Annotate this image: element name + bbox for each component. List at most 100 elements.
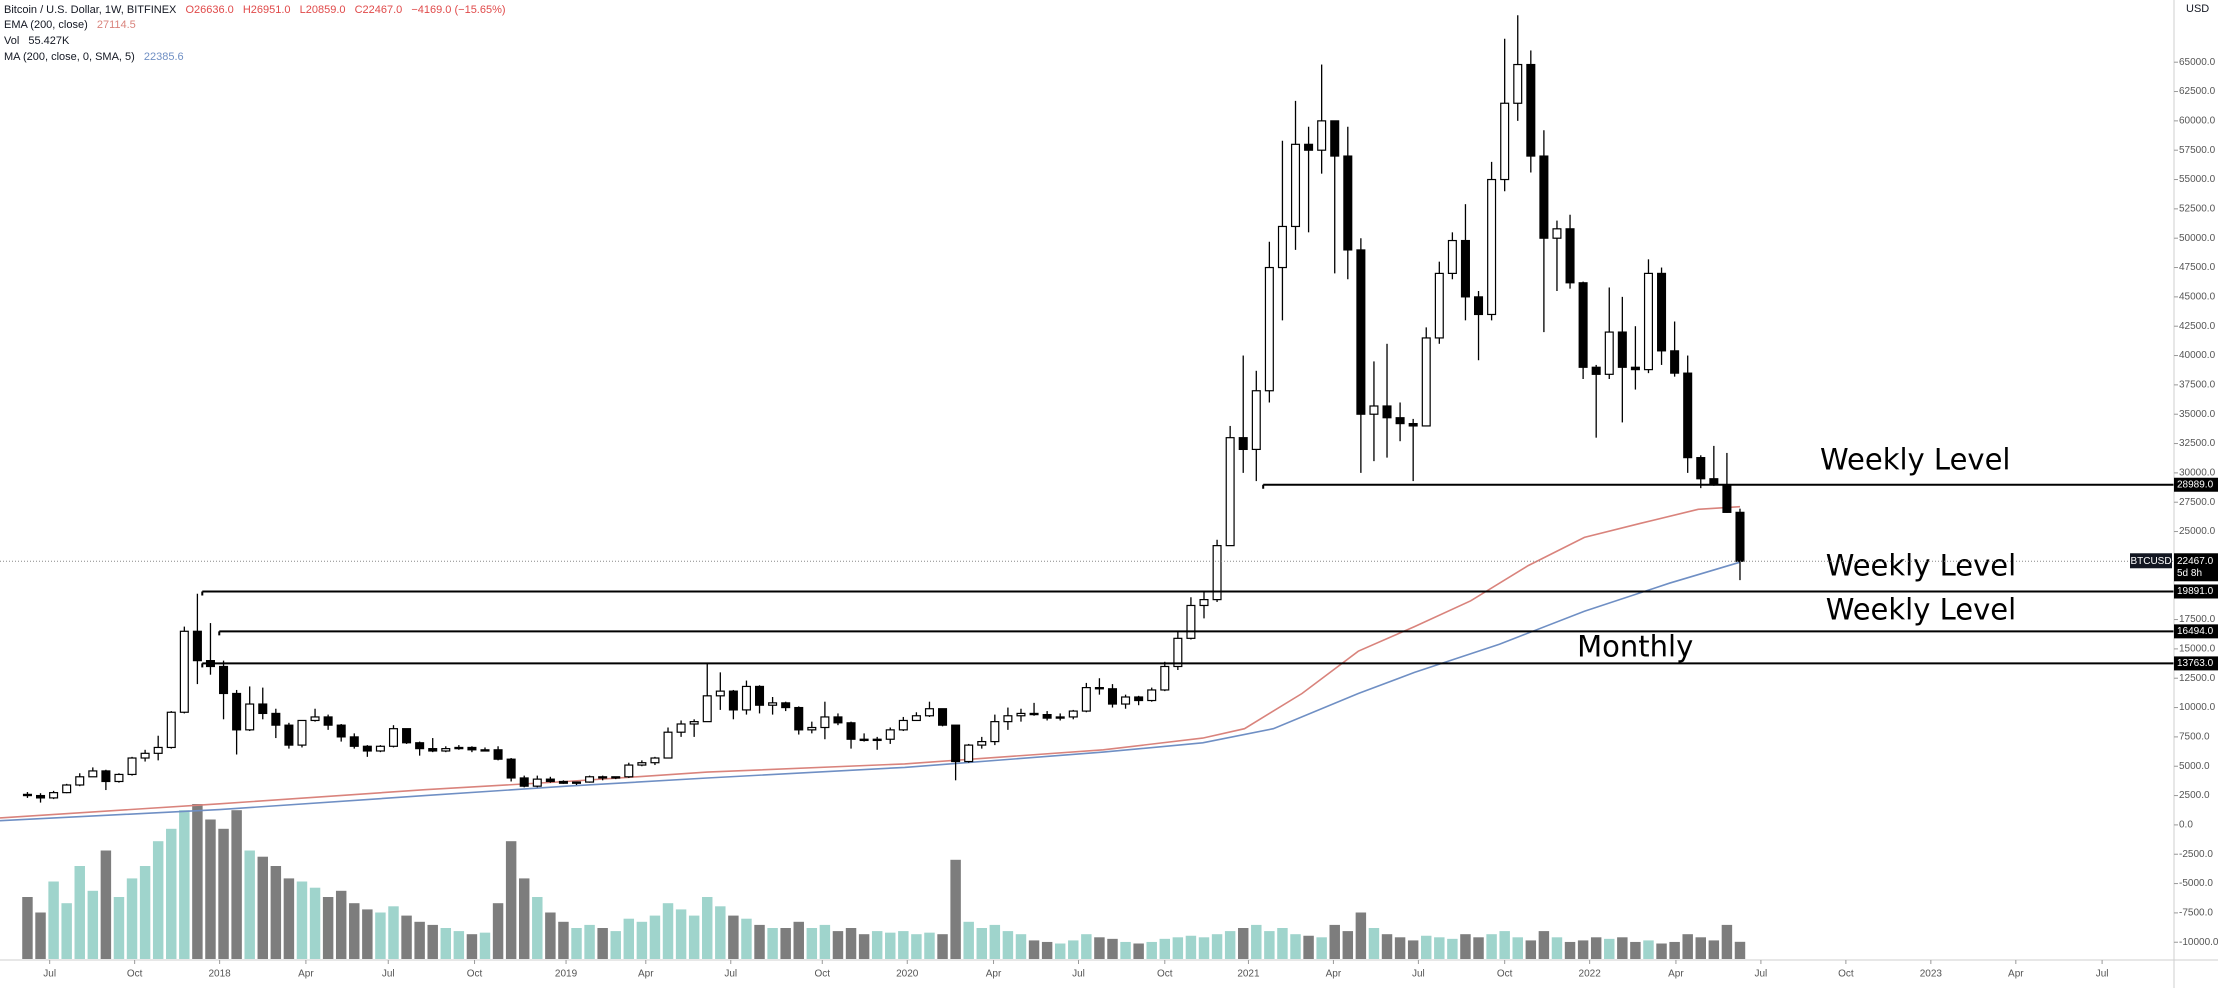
y-tick-label: -5000.0	[2179, 878, 2213, 889]
y-tick-label: 0.0	[2179, 820, 2193, 831]
candle-body	[1683, 372, 1693, 459]
candle-body	[454, 746, 464, 750]
candle-body	[402, 728, 412, 744]
candle-body	[519, 777, 529, 787]
candle-body	[1186, 604, 1196, 639]
candle-body	[415, 742, 425, 750]
candle-body	[1094, 687, 1104, 690]
candle-body	[768, 702, 778, 706]
last-price-label: 22467.0	[2177, 556, 2214, 567]
volume-bar	[806, 928, 818, 959]
y-tick-label: 37500.0	[2179, 380, 2216, 391]
candle-body	[114, 773, 124, 783]
volume-bar	[532, 897, 543, 959]
volume-value: 55.427K	[28, 35, 70, 47]
candle-body	[1722, 484, 1732, 513]
volume-bar	[649, 915, 661, 959]
volume-bar	[1264, 931, 1275, 959]
candle-body	[323, 716, 333, 726]
volume-bar	[1368, 928, 1380, 959]
candle-body	[297, 719, 307, 746]
volume-bar	[1028, 940, 1040, 959]
level-tag-label: 19891.0	[2177, 586, 2214, 597]
candle-body	[924, 708, 934, 717]
volume-name: Vol	[4, 35, 19, 47]
candle-body	[1578, 282, 1588, 368]
x-tick-label: Jul	[382, 969, 395, 980]
candle-body	[1134, 696, 1144, 702]
candle-body	[650, 757, 660, 764]
candle-body	[88, 770, 98, 778]
candle-body	[1369, 405, 1379, 415]
y-tick-label: 5000.0	[2179, 761, 2210, 772]
indicators	[0, 505, 1741, 822]
ema-legend: EMA (200, close) 27114.5	[4, 19, 136, 31]
ma-legend: MA (200, close, 0, SMA, 5) 22385.6	[4, 51, 184, 63]
volume-bar	[61, 903, 72, 959]
volume-bar	[1590, 937, 1602, 959]
candle-body	[1121, 696, 1131, 705]
candle-body	[1696, 457, 1706, 480]
volume-bar	[741, 918, 752, 959]
candle-body	[585, 776, 595, 783]
x-tick-label: Apr	[1668, 969, 1684, 980]
y-tick-label: -7500.0	[2179, 908, 2213, 919]
volume-bar	[1224, 931, 1236, 959]
volume-bar	[1434, 937, 1445, 959]
volume-bar	[1551, 937, 1563, 959]
volume-bar	[427, 924, 438, 959]
candle-body	[1042, 713, 1052, 719]
y-tick-label: 12500.0	[2179, 673, 2216, 684]
level-tag	[2174, 584, 2218, 599]
x-tick-label: Oct	[127, 969, 143, 980]
volume-bar	[244, 850, 255, 959]
candle-body	[1643, 272, 1653, 371]
y-tick-label: 45000.0	[2179, 292, 2216, 303]
candle-body	[715, 690, 725, 697]
volume-bar	[597, 928, 608, 959]
volume-bar	[440, 928, 452, 959]
volume-bar	[1342, 931, 1354, 959]
volume-bar	[48, 881, 59, 959]
price-pane	[22, 15, 1745, 803]
y-tick-label: 62500.0	[2179, 86, 2216, 97]
candle-body	[964, 744, 974, 763]
candle-body	[1617, 331, 1627, 368]
volume-bar	[1656, 943, 1667, 959]
candle-body	[532, 778, 542, 787]
volume-bar	[1290, 934, 1301, 959]
volume-bar	[283, 878, 295, 959]
volume-bar	[688, 915, 700, 959]
volume-bar	[780, 928, 791, 959]
candle-body	[480, 749, 490, 752]
candle-body	[1513, 63, 1523, 104]
candle-body	[1107, 688, 1118, 705]
candle-body	[702, 695, 712, 723]
volume-bar	[911, 934, 922, 959]
volume-bar	[636, 921, 648, 959]
volume-bar	[1303, 935, 1314, 959]
volume-bar	[126, 878, 138, 959]
volume-bar	[1277, 928, 1288, 959]
y-tick-label: 15000.0	[2179, 644, 2216, 655]
candle-body	[820, 716, 830, 729]
candle-body	[1487, 178, 1497, 316]
volume-bar	[1068, 940, 1079, 959]
candle-body	[1264, 266, 1274, 392]
volume-bar	[845, 928, 857, 959]
candle-body	[794, 706, 804, 731]
volume-bar	[675, 909, 687, 959]
volume-bar	[558, 921, 569, 959]
x-tick-label: 2018	[208, 969, 231, 980]
candle-body	[1709, 478, 1719, 486]
volume-bar	[1107, 938, 1118, 959]
candle-body	[127, 757, 137, 776]
level-tag-label: 16494.0	[2177, 626, 2214, 637]
volume-bar	[1159, 938, 1171, 959]
candle-body	[755, 685, 765, 706]
x-tick-label: Jul	[1072, 969, 1085, 980]
candle-body	[1147, 689, 1157, 702]
candle-body	[781, 702, 791, 709]
candle-body	[1526, 63, 1536, 157]
